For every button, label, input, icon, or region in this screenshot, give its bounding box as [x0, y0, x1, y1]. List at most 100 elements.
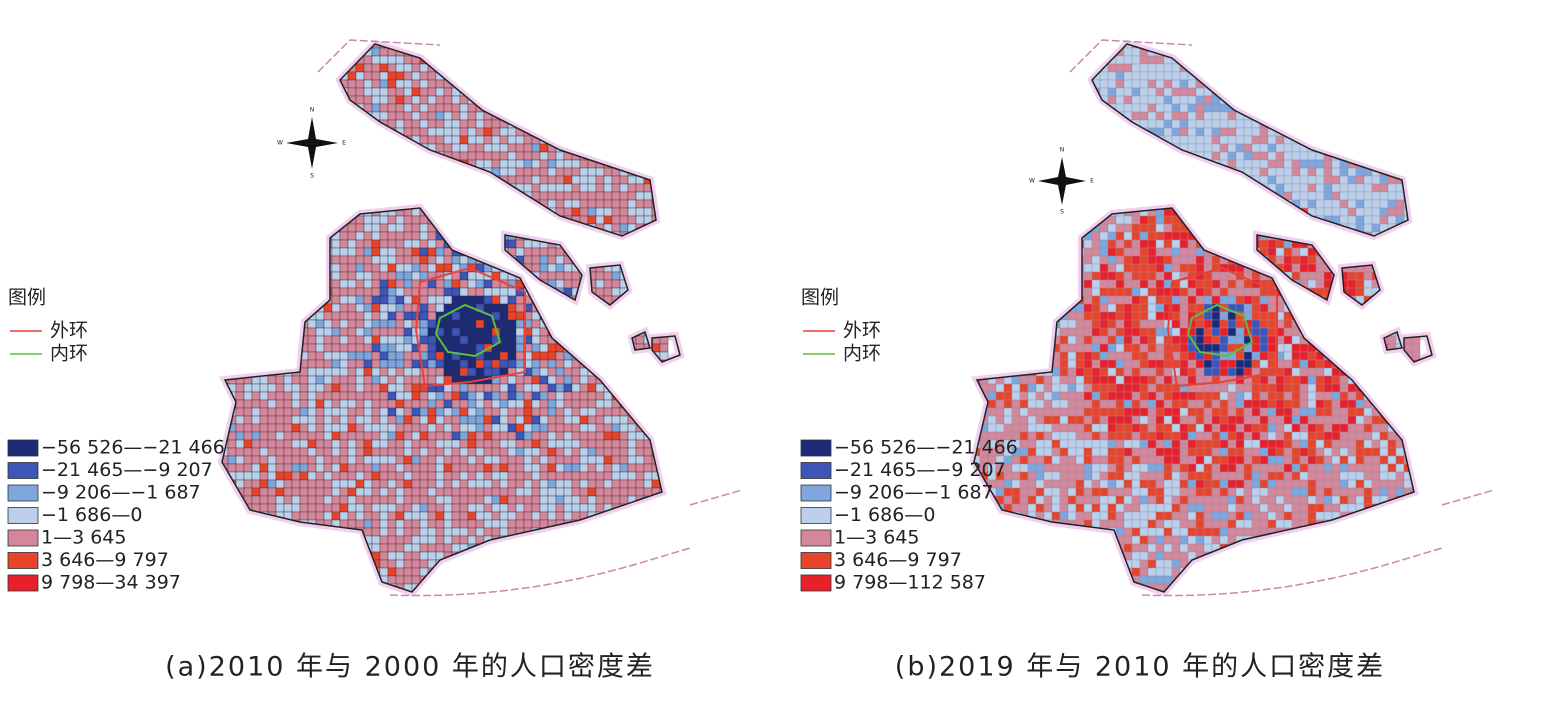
- grid-cell: [1019, 527, 1029, 537]
- grid-cell: [659, 375, 669, 385]
- grid-cell: [1083, 159, 1093, 169]
- grid-cell: [283, 207, 293, 217]
- grid-cell: [419, 79, 429, 89]
- grid-cell: [267, 559, 277, 569]
- grid-cell: [571, 511, 581, 521]
- grid-cell: [499, 415, 509, 425]
- grid-cell: [307, 495, 317, 505]
- grid-cell: [1019, 343, 1029, 353]
- grid-cell: [507, 103, 517, 113]
- grid-cell: [531, 551, 541, 561]
- grid-cell: [987, 271, 997, 281]
- grid-cell: [227, 167, 237, 177]
- grid-cell: [499, 167, 509, 177]
- grid-cell: [283, 151, 293, 161]
- grid-cell: [339, 255, 349, 265]
- grid-cell: [507, 135, 517, 145]
- grid-cell: [347, 415, 357, 425]
- grid-cell: [355, 431, 365, 441]
- grid-cell: [419, 247, 429, 257]
- grid-cell: [227, 311, 237, 321]
- grid-cell: [1011, 487, 1021, 497]
- grid-cell: [235, 135, 245, 145]
- grid-cell: [483, 95, 493, 105]
- grid-cell: [547, 479, 557, 489]
- grid-cell: [1075, 63, 1085, 73]
- grid-cell: [459, 471, 469, 481]
- grid-cell: [403, 527, 413, 537]
- grid-cell: [579, 455, 589, 465]
- grid-cell: [563, 359, 573, 369]
- grid-cell: [299, 215, 309, 225]
- grid-cell: [1011, 255, 1021, 265]
- grid-cell: [331, 471, 341, 481]
- grid-cell: [267, 44, 277, 49]
- grid-cell: [523, 455, 533, 465]
- grid-cell: [587, 503, 597, 513]
- grid-cell: [443, 103, 453, 113]
- grid-cell: [619, 175, 629, 185]
- grid-cell: [419, 415, 429, 425]
- grid-cell: [291, 191, 301, 201]
- grid-cell: [531, 423, 541, 433]
- grid-cell: [307, 415, 317, 425]
- grid-cell: [222, 71, 229, 81]
- grid-cell: [1067, 375, 1077, 385]
- grid-cell: [451, 71, 461, 81]
- grid-cell: [1043, 79, 1053, 89]
- grid-cell: [579, 423, 589, 433]
- grid-cell: [387, 487, 397, 497]
- grid-cell: [627, 143, 637, 153]
- grid-cell: [627, 551, 637, 561]
- grid-cell: [531, 583, 541, 592]
- grid-cell: [235, 519, 245, 529]
- grid-cell: [627, 303, 637, 313]
- grid-cell: [571, 463, 581, 473]
- grid-cell: [1027, 583, 1037, 592]
- grid-cell: [411, 151, 421, 161]
- grid-cell: [974, 151, 981, 161]
- grid-cell: [275, 71, 285, 81]
- grid-cell: [619, 351, 629, 361]
- grid-cell: [595, 455, 605, 465]
- grid-cell: [315, 591, 325, 592]
- grid-cell: [222, 135, 229, 145]
- grid-cell: [1003, 263, 1013, 273]
- grid-cell: [307, 407, 317, 417]
- grid-cell: [222, 271, 229, 281]
- grid-cell: [995, 383, 1005, 393]
- grid-cell: [307, 343, 317, 353]
- grid-cell: [355, 343, 365, 353]
- grid-cell: [1003, 167, 1013, 177]
- grid-cell: [635, 47, 645, 57]
- grid-cell: [619, 367, 629, 377]
- grid-cell: [1075, 335, 1085, 345]
- grid-cell: [363, 175, 373, 185]
- grid-cell: [1043, 303, 1053, 313]
- grid-cell: [395, 407, 405, 417]
- grid-cell: [1051, 543, 1061, 553]
- grid-cell: [1027, 303, 1037, 313]
- grid-cell: [222, 47, 229, 57]
- grid-cell: [387, 215, 397, 225]
- grid-cell: [571, 551, 581, 561]
- grid-cell: [451, 535, 461, 545]
- grid-cell: [579, 103, 589, 113]
- grid-cell: [1043, 127, 1053, 137]
- grid-cell: [243, 71, 253, 81]
- grid-cell: [363, 223, 373, 233]
- grid-cell: [371, 455, 381, 465]
- grid-cell: [531, 479, 541, 489]
- legend-label: 9 798—34 397: [41, 572, 181, 594]
- grid-cell: [595, 399, 605, 409]
- grid-cell: [387, 567, 397, 577]
- grid-cell: [363, 135, 373, 145]
- grid-cell: [379, 199, 389, 209]
- grid-cell: [635, 111, 645, 121]
- grid-cell: [547, 311, 557, 321]
- grid-cell: [587, 87, 597, 97]
- grid-cell: [974, 543, 981, 553]
- grid-cell: [974, 415, 981, 425]
- grid-cell: [363, 335, 373, 345]
- grid-cell: [651, 255, 661, 265]
